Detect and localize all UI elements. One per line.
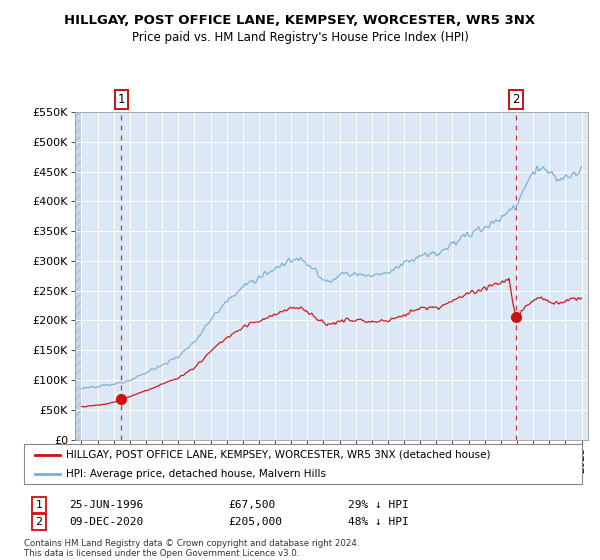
Text: £205,000: £205,000 — [228, 517, 282, 527]
Text: Contains HM Land Registry data © Crown copyright and database right 2024.: Contains HM Land Registry data © Crown c… — [24, 539, 359, 548]
Text: 1: 1 — [35, 500, 43, 510]
Text: 25-JUN-1996: 25-JUN-1996 — [69, 500, 143, 510]
Text: 48% ↓ HPI: 48% ↓ HPI — [348, 517, 409, 527]
Text: HILLGAY, POST OFFICE LANE, KEMPSEY, WORCESTER, WR5 3NX (detached house): HILLGAY, POST OFFICE LANE, KEMPSEY, WORC… — [66, 450, 490, 460]
Text: 2: 2 — [35, 517, 43, 527]
Text: 2: 2 — [512, 94, 520, 106]
Text: HILLGAY, POST OFFICE LANE, KEMPSEY, WORCESTER, WR5 3NX: HILLGAY, POST OFFICE LANE, KEMPSEY, WORC… — [64, 14, 536, 27]
Text: 29% ↓ HPI: 29% ↓ HPI — [348, 500, 409, 510]
Text: This data is licensed under the Open Government Licence v3.0.: This data is licensed under the Open Gov… — [24, 549, 299, 558]
Text: Price paid vs. HM Land Registry's House Price Index (HPI): Price paid vs. HM Land Registry's House … — [131, 31, 469, 44]
Text: 09-DEC-2020: 09-DEC-2020 — [69, 517, 143, 527]
Text: HPI: Average price, detached house, Malvern Hills: HPI: Average price, detached house, Malv… — [66, 469, 326, 478]
Bar — [75, 112, 82, 440]
Text: 1: 1 — [118, 94, 125, 106]
Text: £67,500: £67,500 — [228, 500, 275, 510]
